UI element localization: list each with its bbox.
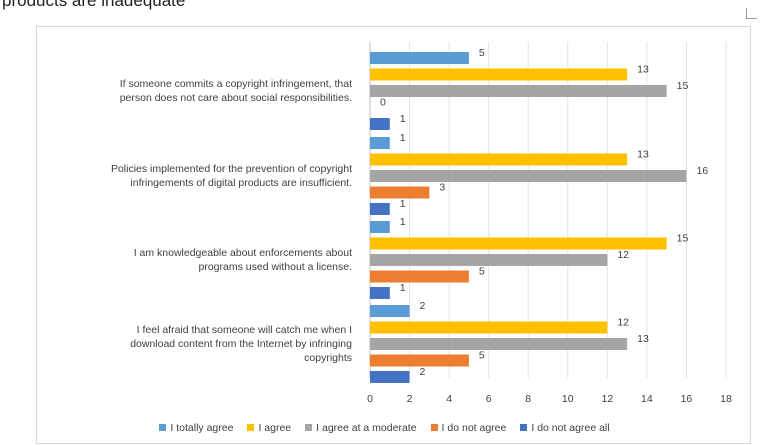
- data-label-cat4-series4: 5: [479, 350, 485, 362]
- bar-cat1-series3: [370, 85, 667, 97]
- legend-swatch-5: [520, 424, 528, 431]
- data-label-cat2-series5: 1: [400, 198, 406, 210]
- legend-item-2: I agree: [247, 422, 291, 434]
- bar-cat2-series3: [370, 170, 687, 182]
- bar-cat3-series2: [370, 237, 667, 250]
- legend-label-4: I do not agree: [441, 422, 507, 434]
- data-label-cat3-series2: 15: [677, 233, 689, 245]
- x-tick-label-0: 0: [367, 393, 373, 405]
- legend-item-1: I totally agree: [159, 422, 233, 434]
- chart-legend: I totally agree I agree I agree at a moder…: [0, 422, 769, 434]
- bar-cat4-series1: [370, 305, 410, 317]
- bar-cat4-series4: [370, 354, 469, 367]
- bar-cat3-series1: [370, 221, 390, 233]
- legend-item-3: I agree at a moderate: [305, 422, 417, 434]
- category-label-1: If someone commits a copyright infringem…: [22, 77, 352, 105]
- x-tick-label-10: 10: [562, 393, 574, 405]
- bar-cat1-series1: [370, 52, 469, 64]
- category-label-2-line-2: infringements of digital products are in…: [130, 177, 352, 189]
- data-label-cat4-series3: 13: [637, 333, 649, 345]
- bar-cat1-series2: [370, 68, 628, 81]
- category-label-4-line-3: copyrights: [304, 352, 352, 364]
- x-tick-label-6: 6: [486, 393, 492, 405]
- bar-cat2-series1: [370, 137, 390, 149]
- x-tick-label-8: 8: [525, 393, 531, 405]
- bar-cat2-series4: [370, 186, 430, 199]
- data-label-cat4-series5: 2: [420, 366, 426, 378]
- bar-cat4-series2: [370, 321, 608, 334]
- category-label-4-line-1: I feel afraid that someone will catch me…: [136, 324, 352, 336]
- data-label-cat1-series2: 13: [637, 64, 649, 76]
- legend-label-5: I do not agree all: [531, 422, 610, 434]
- legend-label-1: I totally agree: [170, 422, 234, 434]
- x-tick-label-18: 18: [720, 393, 732, 405]
- bar-cat4-series5: [370, 371, 410, 383]
- x-tick-label-14: 14: [641, 393, 653, 405]
- corner-crop-mark: [746, 8, 757, 19]
- data-label-cat2-series3: 16: [696, 165, 708, 177]
- legend-item-4: I do not agree: [430, 422, 507, 434]
- legend-label-3: I agree at a moderate: [316, 422, 417, 434]
- bar-cat2-series2: [370, 153, 628, 166]
- category-label-4: I feel afraid that someone will catch me…: [22, 323, 352, 365]
- data-label-cat1-series4: 0: [380, 97, 386, 109]
- legend-item-5: I do not agree all: [520, 422, 610, 434]
- category-label-2-line-1: Policies implemented for the prevention …: [110, 163, 352, 175]
- data-label-cat2-series4: 3: [439, 182, 445, 194]
- category-label-3-line-2: programs used without a license.: [198, 261, 353, 273]
- page-heading-fragment: products are inadequate: [2, 0, 186, 10]
- legend-swatch-3: [305, 424, 313, 431]
- x-tick-label-12: 12: [601, 393, 613, 405]
- bar-cat4-series3: [370, 338, 628, 350]
- x-tick-label-16: 16: [681, 393, 693, 405]
- category-label-1-line-1: If someone commits a copyright infringem…: [119, 78, 352, 90]
- data-label-cat3-series1: 1: [400, 216, 406, 228]
- bar-cat3-series4: [370, 270, 469, 283]
- data-label-cat3-series3: 12: [617, 249, 629, 261]
- x-tick-label-2: 2: [407, 393, 413, 405]
- data-label-cat3-series4: 5: [479, 266, 485, 278]
- legend-swatch-1: [159, 424, 167, 431]
- legend-swatch-2: [247, 424, 255, 431]
- bar-cat3-series5: [370, 287, 390, 299]
- data-label-cat1-series3: 15: [677, 80, 689, 92]
- data-label-cat2-series1: 1: [400, 132, 406, 144]
- legend-swatch-4: [430, 424, 438, 431]
- bar-cat1-series5: [370, 118, 390, 130]
- bar-cat3-series3: [370, 254, 608, 266]
- category-label-3-line-1: I am knowledgeable about enforcements ab…: [133, 247, 352, 259]
- data-label-cat2-series2: 13: [637, 149, 649, 161]
- bar-cat2-series5: [370, 203, 390, 215]
- data-label-cat4-series2: 12: [617, 317, 629, 329]
- category-label-4-line-2: download content from the Internet by in…: [130, 338, 352, 350]
- legend-label-2: I agree: [258, 422, 292, 434]
- x-tick-label-4: 4: [446, 393, 452, 405]
- data-label-cat3-series5: 1: [400, 282, 406, 294]
- category-label-3: I am knowledgeable about enforcements ab…: [22, 246, 352, 274]
- data-label-cat1-series1: 5: [479, 47, 485, 59]
- category-label-2: Policies implemented for the prevention …: [22, 162, 352, 190]
- data-label-cat1-series5: 1: [400, 113, 406, 125]
- data-label-cat4-series1: 2: [420, 300, 426, 312]
- category-label-1-line-2: person does not care about social respon…: [119, 92, 352, 104]
